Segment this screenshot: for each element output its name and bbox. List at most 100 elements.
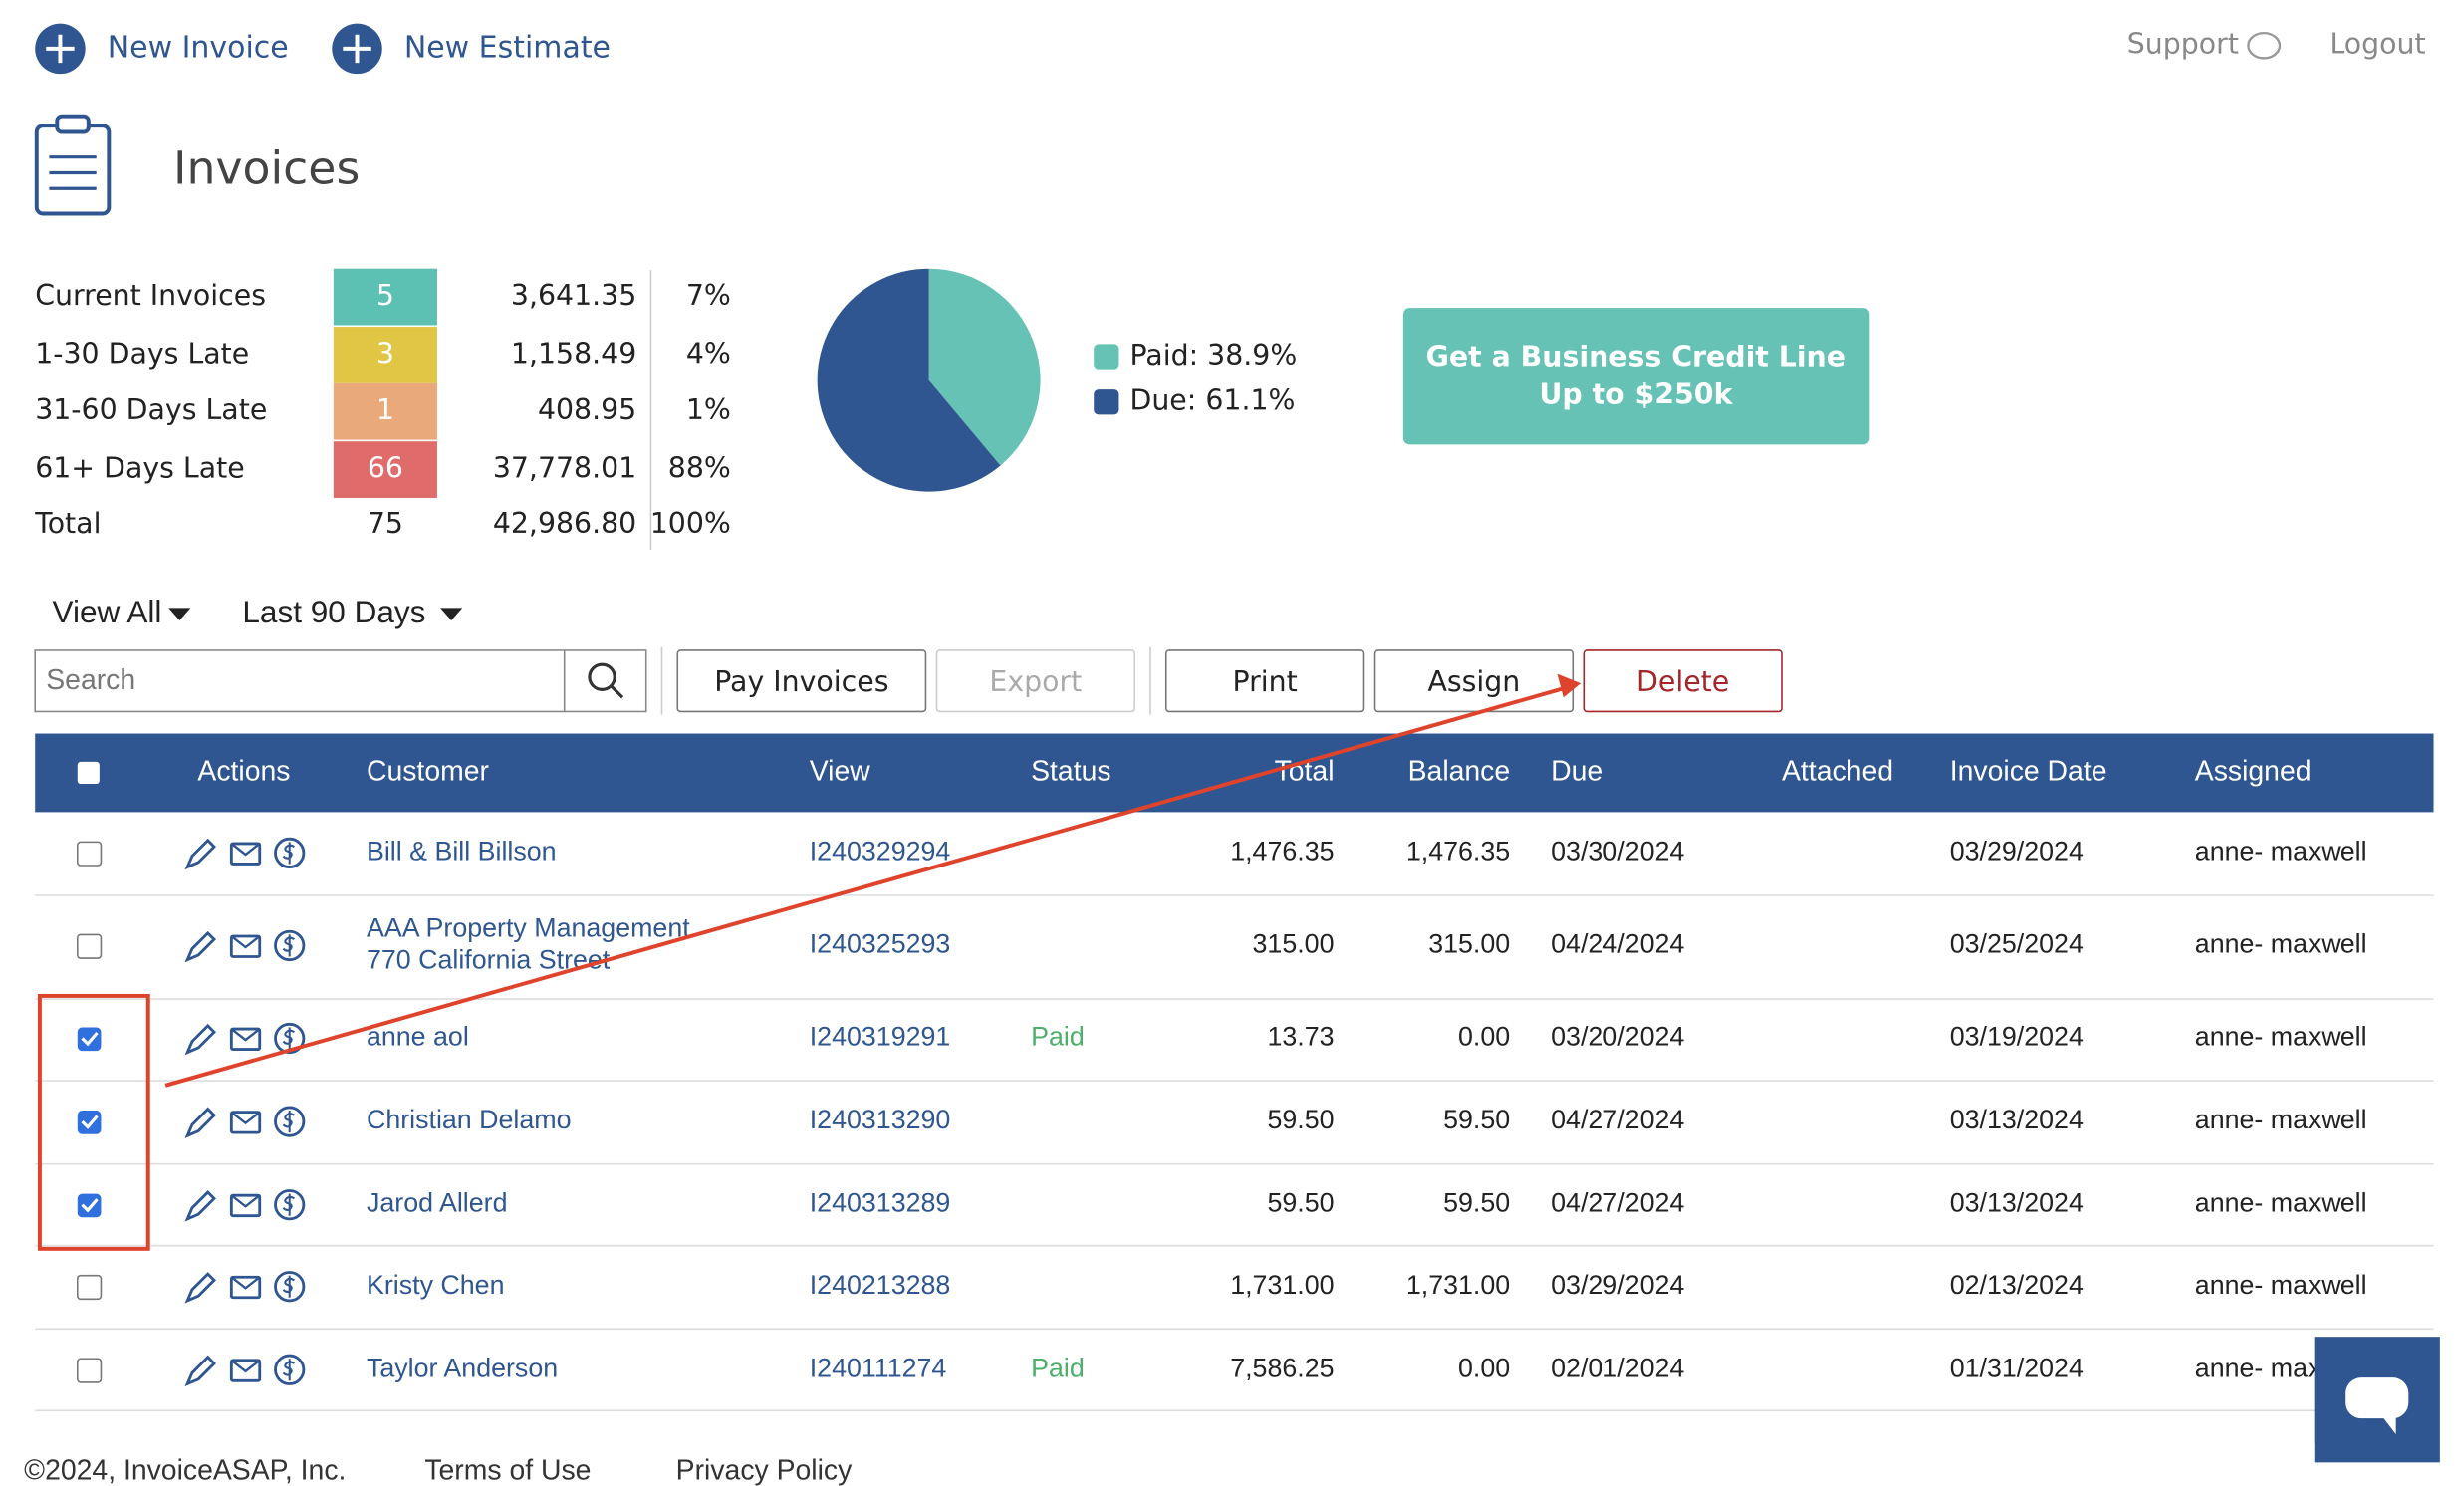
pay-icon[interactable] [274,1354,306,1385]
balance: 59.50 [1443,1105,1510,1134]
edit-icon[interactable] [184,930,217,963]
row-checkbox[interactable] [77,1111,102,1134]
summary-count: 5 [376,279,394,312]
email-icon[interactable] [229,1027,262,1051]
assigned: anne- max [2195,1353,2322,1382]
summary-amount: 408.95 [538,393,636,426]
select-all-checkbox[interactable] [77,761,100,785]
invoice-link[interactable]: I240213288 [810,1270,951,1300]
filter-dropdown[interactable]: View All [53,594,162,629]
assigned: anne- maxwell [2195,1022,2367,1052]
search-input[interactable] [34,649,647,713]
email-icon[interactable] [229,934,262,958]
header-link[interactable]: New Invoice [108,30,289,65]
due-date: 04/27/2024 [1551,1188,1684,1218]
pay-icon[interactable] [274,1271,306,1303]
edit-icon[interactable] [184,838,217,870]
checkmark [81,1198,99,1213]
toolbar-button[interactable] [1164,649,1365,713]
invoice-link[interactable]: I240313290 [810,1105,951,1134]
legend-label: Due: 61.1% [1129,384,1295,417]
assigned: anne- maxwell [2195,836,2367,866]
total: 1,476.35 [1230,836,1334,866]
pay-symbol [282,1027,295,1050]
customer-link[interactable]: Taylor Anderson [367,1353,558,1382]
button-label[interactable]: Export [989,665,1082,698]
promo-text: Get a Business Credit Line [1426,341,1846,373]
promo-button[interactable] [1402,308,1870,445]
invoice-link[interactable]: I240319291 [810,1022,951,1052]
assigned: anne- maxwell [2195,929,2367,959]
pay-icon[interactable] [274,1189,306,1221]
email-icon[interactable] [229,1111,262,1134]
total: 1,731.00 [1230,1270,1334,1300]
summary-amount: 42,986.80 [493,507,636,540]
email-icon[interactable] [229,1193,262,1218]
invoice-link[interactable]: I240325293 [810,929,951,959]
pay-icon[interactable] [274,1106,306,1137]
invoice-date: 03/13/2024 [1950,1188,2084,1218]
column-header: Status [1031,755,1110,787]
column-header: Attached [1782,755,1893,787]
summary-percent: 88% [668,452,731,485]
summary-percent: 4% [686,337,731,370]
pay-symbol [282,1111,295,1133]
invoice-link[interactable]: I240313289 [810,1188,951,1218]
button-label[interactable]: Assign [1427,665,1520,698]
pay-symbol [282,842,295,865]
edit-icon[interactable] [184,1190,217,1222]
invoice-link[interactable]: I240329294 [810,836,951,866]
row-checkbox[interactable] [77,1193,102,1218]
customer-link[interactable]: Christian Delamo [367,1105,572,1134]
row-checkbox[interactable] [76,1274,103,1301]
email-icon[interactable] [229,1359,262,1382]
customer-link[interactable]: Bill & Bill Billson [367,836,557,866]
logout-link[interactable]: Logout [2329,28,2425,61]
footer-link[interactable]: Privacy Policy [676,1454,853,1486]
row-checkbox[interactable] [77,1027,102,1052]
pay-icon[interactable] [274,1022,306,1055]
support-link[interactable]: Support [2127,28,2239,61]
edit-icon[interactable] [184,1107,217,1138]
button-label[interactable]: Pay Invoices [714,665,888,698]
row-checkbox[interactable] [76,1358,103,1383]
email-flap [230,843,261,857]
invoice-date: 03/29/2024 [1950,836,2084,866]
filter-dropdown[interactable]: Last 90 Days [242,594,425,629]
customer-link[interactable]: AAA Property Management [367,913,690,943]
customer-link[interactable]: Jarod Allerd [367,1188,508,1218]
pie-slice [817,268,1001,492]
summary-count: 1 [376,393,394,426]
edit-icon[interactable] [184,1355,217,1387]
arrow-head [1557,673,1582,698]
row-checkbox[interactable] [76,841,103,867]
column-header: Balance [1408,755,1511,787]
customer-link[interactable]: anne aol [367,1022,469,1052]
balance: 315.00 [1428,929,1510,959]
edit-icon[interactable] [184,1272,217,1304]
footer-link[interactable]: Terms of Use [424,1454,591,1486]
row-checkbox[interactable] [76,933,103,959]
invoice-link[interactable]: I240111274 [810,1353,947,1382]
status-swatch [333,268,437,326]
fade [0,1411,2464,1444]
toolbar-button[interactable] [676,649,927,713]
invoice-date: 03/19/2024 [1950,1022,2084,1052]
status: Paid [1031,1353,1085,1382]
email-icon[interactable] [229,842,262,866]
legend-swatch [1094,344,1119,370]
toolbar-button[interactable] [1583,649,1783,713]
plus-sign [46,34,75,64]
customer-link[interactable]: Kristy Chen [367,1270,505,1300]
pay-symbol [282,1275,295,1298]
edit-icon[interactable] [184,1023,217,1056]
pay-icon[interactable] [274,929,306,962]
button-label[interactable]: Delete [1636,665,1729,698]
toolbar-button[interactable] [935,649,1136,713]
pay-icon[interactable] [274,837,306,869]
total: 315.00 [1253,929,1335,959]
email-icon[interactable] [229,1275,262,1300]
balance: 1,476.35 [1406,836,1510,866]
button-label[interactable]: Print [1232,665,1297,698]
header-link[interactable]: New Estimate [404,30,611,65]
